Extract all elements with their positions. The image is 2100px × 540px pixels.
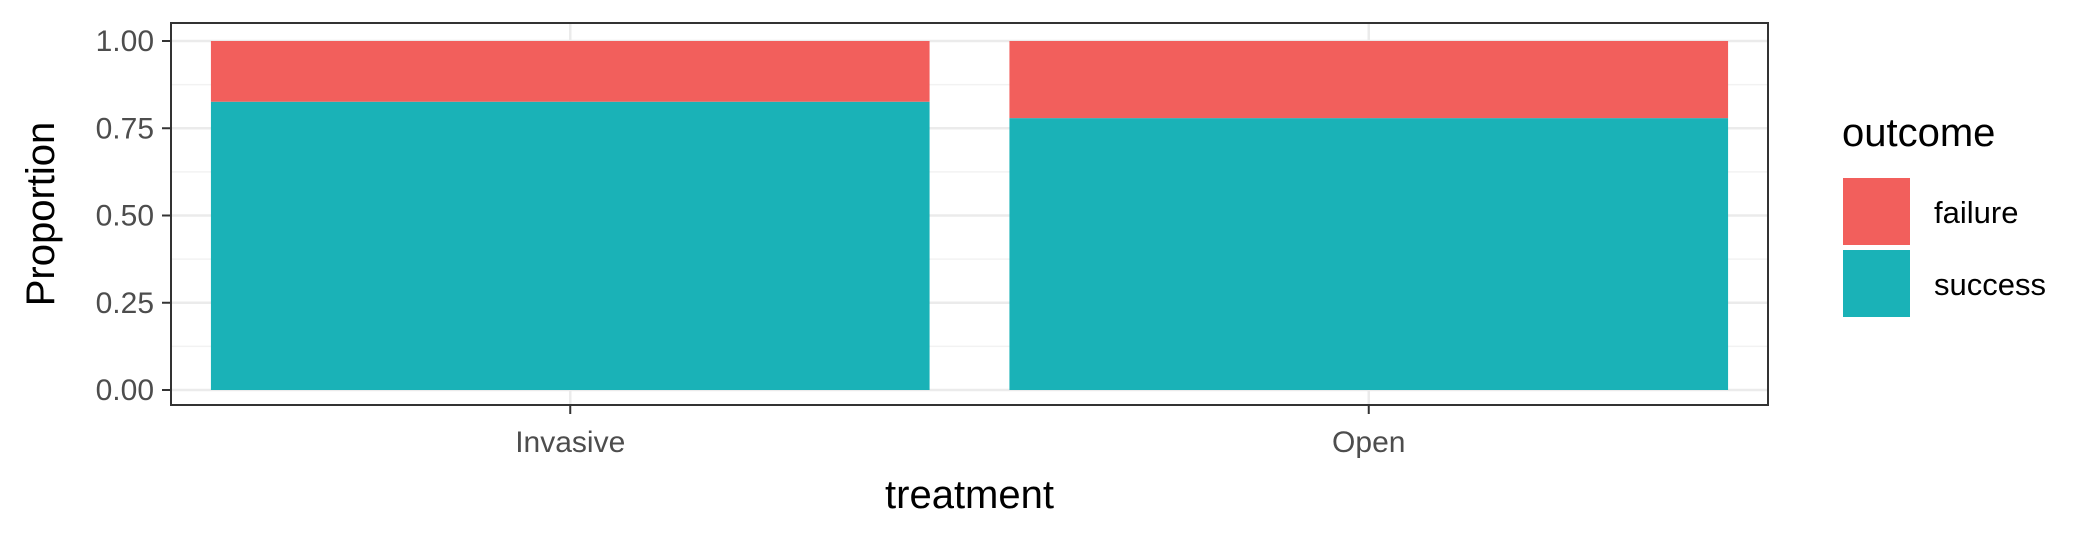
legend-key-failure (1843, 178, 1910, 245)
legend-key-success (1843, 250, 1910, 317)
bar-segment-success (210, 101, 930, 390)
y-axis-title: Proportion (19, 122, 63, 307)
x-tick-label: Invasive (515, 426, 625, 459)
y-tick-label: 0.00 (96, 374, 154, 407)
y-tick-label: 0.75 (96, 112, 154, 145)
y-axis: 0.00 0.25 0.50 0.75 1.00 (96, 25, 171, 407)
bar-segment-success (1009, 118, 1729, 390)
legend-title: outcome (1842, 111, 1995, 155)
legend-label-success: success (1934, 267, 2046, 302)
legend: outcome failure success (1842, 111, 2046, 317)
x-tick-label: Open (1332, 426, 1405, 459)
y-tick-label: 0.25 (96, 287, 154, 320)
x-axis-title: treatment (885, 473, 1054, 517)
y-tick-label: 0.50 (96, 200, 154, 233)
bar-segment-failure (210, 41, 930, 102)
y-tick-label: 1.00 (96, 25, 154, 58)
x-axis: Invasive Open (515, 405, 1405, 459)
plot-panel-border (170, 22, 1769, 406)
bars (210, 41, 1729, 390)
bar-segment-failure (1009, 41, 1729, 119)
legend-label-failure: failure (1934, 195, 2018, 230)
